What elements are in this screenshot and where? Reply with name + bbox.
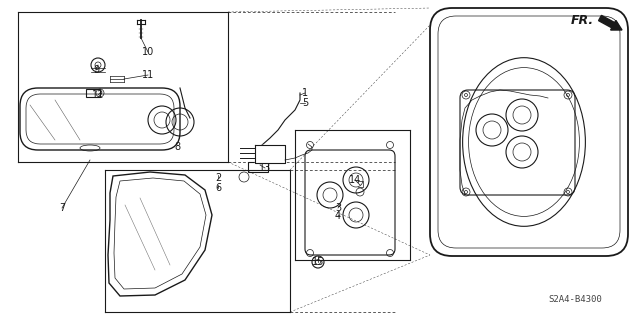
Text: 2: 2 <box>215 173 221 183</box>
Text: 9: 9 <box>93 65 99 75</box>
Bar <box>248 162 268 172</box>
Text: 15: 15 <box>312 257 324 267</box>
Text: 8: 8 <box>174 142 180 152</box>
Text: 1: 1 <box>302 88 308 98</box>
Text: 4: 4 <box>335 211 341 221</box>
Text: 11: 11 <box>142 70 154 80</box>
Text: 3: 3 <box>335 203 341 213</box>
Text: 5: 5 <box>302 98 308 108</box>
Bar <box>86 89 100 97</box>
Text: 6: 6 <box>215 183 221 193</box>
FancyArrow shape <box>598 15 622 30</box>
Text: 12: 12 <box>92 90 104 100</box>
Text: FR.: FR. <box>571 13 594 26</box>
Text: S2A4-B4300: S2A4-B4300 <box>548 295 602 305</box>
Text: 13: 13 <box>259 163 271 173</box>
Polygon shape <box>255 145 285 163</box>
Text: 7: 7 <box>59 203 65 213</box>
Text: 10: 10 <box>142 47 154 57</box>
Text: 14: 14 <box>349 175 361 185</box>
